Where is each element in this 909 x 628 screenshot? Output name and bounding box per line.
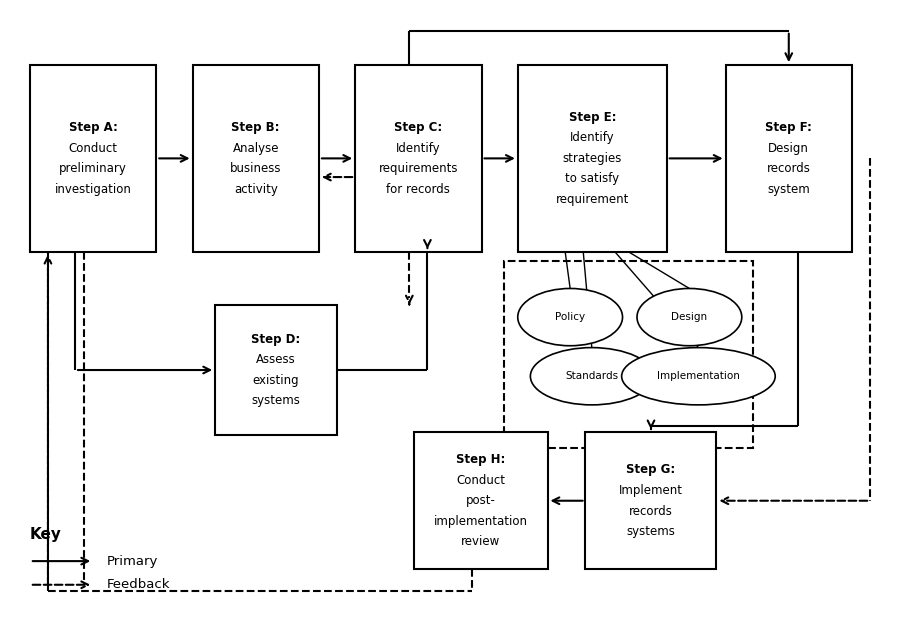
FancyBboxPatch shape bbox=[355, 65, 482, 252]
FancyBboxPatch shape bbox=[215, 305, 337, 435]
Text: Conduct: Conduct bbox=[68, 142, 117, 154]
Text: strategies: strategies bbox=[563, 152, 622, 165]
Text: activity: activity bbox=[234, 183, 277, 196]
Text: Step G:: Step G: bbox=[626, 463, 675, 477]
Text: systems: systems bbox=[252, 394, 301, 408]
Text: Design: Design bbox=[672, 312, 707, 322]
Text: Identify: Identify bbox=[396, 142, 441, 154]
Text: Feedback: Feedback bbox=[106, 578, 170, 592]
Text: implementation: implementation bbox=[434, 515, 528, 528]
Text: records: records bbox=[629, 504, 673, 517]
Text: systems: systems bbox=[626, 525, 675, 538]
Text: Primary: Primary bbox=[106, 555, 158, 568]
Text: Assess: Assess bbox=[256, 353, 296, 366]
Text: Standards: Standards bbox=[565, 371, 618, 381]
FancyBboxPatch shape bbox=[414, 432, 547, 569]
FancyBboxPatch shape bbox=[725, 65, 852, 252]
Text: records: records bbox=[767, 162, 811, 175]
FancyBboxPatch shape bbox=[193, 65, 319, 252]
Text: Step B:: Step B: bbox=[232, 121, 280, 134]
FancyBboxPatch shape bbox=[518, 65, 667, 252]
Text: Conduct: Conduct bbox=[456, 474, 505, 487]
Ellipse shape bbox=[622, 348, 775, 405]
Ellipse shape bbox=[518, 288, 623, 346]
Ellipse shape bbox=[530, 348, 654, 405]
Text: preliminary: preliminary bbox=[59, 162, 127, 175]
Text: requirements: requirements bbox=[379, 162, 458, 175]
Text: to satisfy: to satisfy bbox=[565, 173, 619, 185]
Text: Implementation: Implementation bbox=[657, 371, 740, 381]
Text: Key: Key bbox=[30, 528, 62, 543]
Text: Analyse: Analyse bbox=[233, 142, 279, 154]
Text: Identify: Identify bbox=[570, 131, 614, 144]
Text: existing: existing bbox=[253, 374, 299, 387]
Text: system: system bbox=[767, 183, 810, 196]
FancyBboxPatch shape bbox=[30, 65, 156, 252]
Text: Step H:: Step H: bbox=[456, 453, 505, 466]
Text: Step A:: Step A: bbox=[69, 121, 117, 134]
Text: Step D:: Step D: bbox=[252, 333, 301, 345]
Text: Step C:: Step C: bbox=[395, 121, 443, 134]
FancyBboxPatch shape bbox=[585, 432, 716, 569]
Text: Policy: Policy bbox=[555, 312, 585, 322]
Text: requirement: requirement bbox=[555, 193, 629, 206]
Text: post-: post- bbox=[465, 494, 495, 507]
Text: for records: for records bbox=[386, 183, 450, 196]
Text: Design: Design bbox=[768, 142, 809, 154]
Text: business: business bbox=[230, 162, 282, 175]
Text: review: review bbox=[461, 535, 500, 548]
Text: Implement: Implement bbox=[619, 484, 683, 497]
Ellipse shape bbox=[637, 288, 742, 346]
Text: investigation: investigation bbox=[55, 183, 132, 196]
Text: Step F:: Step F: bbox=[765, 121, 813, 134]
Text: Step E:: Step E: bbox=[568, 111, 616, 124]
